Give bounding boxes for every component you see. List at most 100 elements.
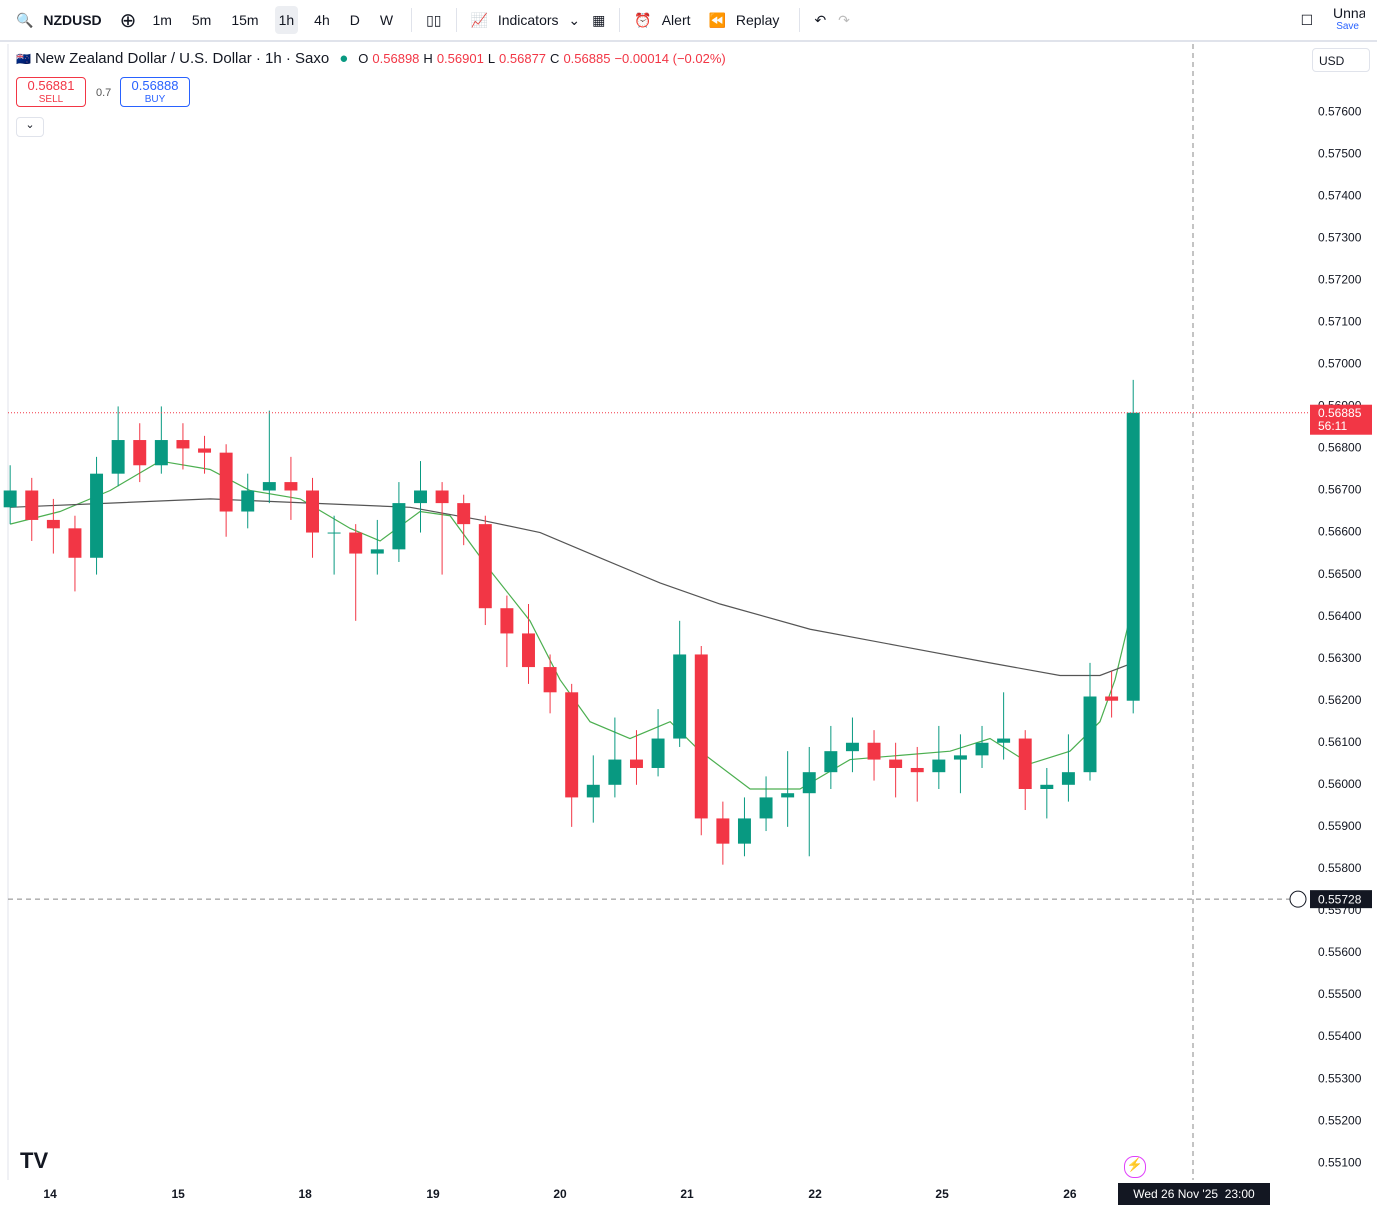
candle-body [154, 440, 168, 466]
interval[interactable]: 4h [314, 12, 330, 28]
sell-button[interactable]: 0.56881 SELL [16, 77, 86, 107]
candle-body [673, 654, 687, 739]
buy-button[interactable]: 0.56888 BUY [120, 77, 190, 107]
candle-body [457, 503, 471, 525]
save[interactable]: Save [1336, 21, 1359, 32]
alert[interactable]: ⏰ Alert [634, 11, 691, 28]
replay[interactable]: ⏪ Replay [708, 11, 780, 28]
y-tick-label: 0.55400 [1318, 1029, 1362, 1043]
x-tick-label: 26 [1063, 1187, 1077, 1201]
candle-body [327, 532, 341, 534]
alert-icon[interactable]: ⚡ [1124, 1156, 1146, 1178]
candle-body [90, 473, 104, 558]
countdown: 56:11 [1318, 419, 1347, 433]
indicators-text: Indicators [497, 11, 559, 28]
status-dot: ● [339, 50, 349, 67]
candle-body [781, 793, 795, 798]
interval[interactable]: D [349, 12, 360, 28]
interval[interactable]: 1h [274, 6, 299, 34]
candle-body [262, 482, 276, 491]
y-tick-label: 0.56300 [1318, 651, 1362, 665]
candle-body [932, 759, 946, 773]
candle-body [284, 482, 298, 491]
crosshair-price-tag [1310, 890, 1372, 909]
y-tick-label: 0.56600 [1318, 525, 1362, 539]
x-tick-label: 14 [43, 1187, 57, 1201]
logo: TV [20, 1148, 49, 1173]
interval[interactable]: W [379, 12, 394, 28]
c-value: 0.56885 [563, 51, 611, 66]
candle-body [1105, 696, 1119, 701]
candle-body [802, 772, 816, 794]
l-label: L [487, 51, 496, 66]
c-label: C [550, 51, 560, 66]
last-price-tag [1310, 404, 1372, 435]
candle-body [651, 738, 665, 768]
x-tick-label: 22 [808, 1187, 822, 1201]
x-tick-label: 15 [172, 1187, 186, 1201]
candle-body [1083, 696, 1097, 773]
layouts[interactable]: ▦ [592, 11, 606, 28]
interval[interactable]: 15m [231, 12, 259, 28]
alert-text: Alert [661, 11, 691, 28]
y-tick-label: 0.57600 [1318, 104, 1362, 118]
redo[interactable]: ↷ [838, 11, 850, 28]
y-tick-label: 0.57300 [1318, 230, 1362, 244]
candle-body [370, 549, 384, 554]
o-label: O [358, 51, 369, 66]
undo[interactable]: ↶ [814, 11, 827, 28]
interval[interactable]: 5m [191, 12, 212, 28]
x-tick-label: 21 [680, 1187, 694, 1201]
crosshair-time-label: Wed 26 Nov '25 23:00 [1133, 1187, 1255, 1201]
candle-body [1061, 772, 1075, 785]
y-tick-label: 0.55200 [1318, 1113, 1362, 1127]
sell-price: 0.56881 [27, 78, 75, 93]
separator [455, 8, 457, 32]
interval[interactable]: 1m [152, 12, 172, 28]
candle-body [25, 490, 39, 520]
candle-body [349, 532, 363, 554]
change: −0.00014 (−0.02%) [614, 51, 726, 66]
candle-body [133, 440, 147, 466]
layout-name: UnnarSave [1327, 7, 1365, 33]
y-tick-label: 0.56800 [1318, 441, 1362, 455]
buy-label: BUY [144, 94, 166, 105]
crosshair-time-tag [1118, 1183, 1270, 1205]
candle-body [435, 490, 449, 504]
indicators[interactable]: 📈 Indicators ⌄ [470, 11, 581, 28]
candle-body [219, 452, 233, 512]
candle-body [111, 440, 125, 474]
legend: 🇳🇿 New Zealand Dollar / U.S. Dollar · 1h… [16, 50, 726, 67]
x-tick-label: 20 [553, 1187, 567, 1201]
sell-label: SELL [38, 94, 64, 105]
y-tick-label: 0.57400 [1318, 188, 1362, 202]
candle-body [867, 742, 881, 760]
candle-body [543, 667, 557, 693]
layout[interactable]: ☐ UnnarSave [1300, 7, 1365, 33]
candle-body [629, 759, 643, 768]
y-tick-label: 0.55100 [1318, 1155, 1362, 1169]
chart-type[interactable]: ▯▯ [426, 11, 442, 28]
candle-body [845, 742, 859, 752]
candle-body [997, 738, 1011, 743]
x-tick-label: 19 [426, 1187, 440, 1201]
candle-body [176, 440, 190, 449]
y-tick-label: 0.55800 [1318, 861, 1362, 875]
spread: 0.7 [96, 87, 112, 99]
currency-select[interactable]: USD [1312, 48, 1370, 72]
crosshair-price-label: 0.55728 [1318, 892, 1362, 906]
collapse-button[interactable]: ⌄ [16, 117, 44, 137]
flag: 🇳🇿 [16, 51, 31, 66]
o-value: 0.56898 [372, 51, 420, 66]
candle-body [608, 759, 622, 785]
candle-body [759, 797, 773, 819]
symbol[interactable]: 🔍 NZDUSD [16, 11, 102, 28]
symbol-text: NZDUSD [43, 11, 102, 28]
candle-body [565, 692, 579, 798]
candle-body [824, 751, 838, 773]
candle-body [306, 490, 319, 533]
add-symbol[interactable]: ⊕ [119, 9, 137, 32]
candle-body [716, 818, 730, 844]
y-tick-label: 0.55600 [1318, 945, 1362, 959]
